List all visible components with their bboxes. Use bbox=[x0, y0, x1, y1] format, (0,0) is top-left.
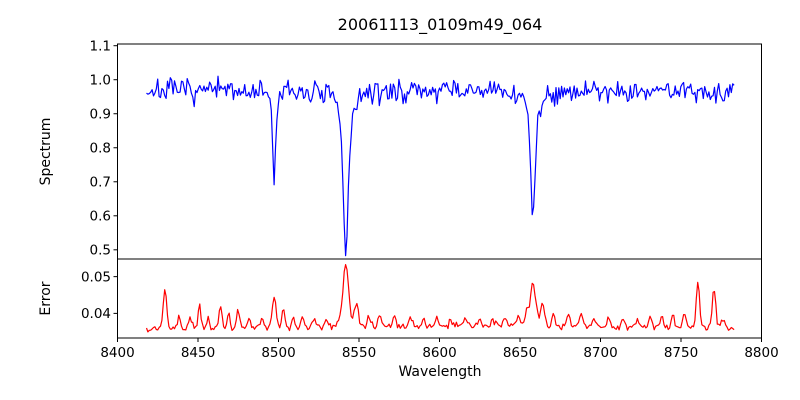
spectrum-y-tick-label: 0.8 bbox=[90, 141, 111, 157]
x-tick-label: 8400 bbox=[100, 345, 134, 361]
x-tick-label: 8550 bbox=[342, 345, 376, 361]
error-y-tick-label: 0.04 bbox=[81, 306, 111, 322]
x-tick-label: 8450 bbox=[181, 345, 215, 361]
x-axis-label: Wavelength bbox=[398, 364, 481, 380]
spectrum-y-tick-label: 1.0 bbox=[90, 73, 111, 89]
x-tick-label: 8800 bbox=[744, 345, 778, 361]
spectrum-line bbox=[146, 75, 735, 257]
x-tick-label: 8600 bbox=[422, 345, 456, 361]
spectrum-frame bbox=[117, 43, 762, 260]
x-tick-label: 8500 bbox=[261, 345, 295, 361]
spectrum-y-tick-label: 0.9 bbox=[90, 107, 111, 123]
y-axis-label-spectrum: Spectrum bbox=[38, 118, 54, 186]
x-tick-label: 8700 bbox=[583, 345, 617, 361]
spectrum-y-tick-label: 0.7 bbox=[90, 175, 111, 191]
x-tick-label: 8750 bbox=[664, 345, 698, 361]
spectrum-y-tick-label: 1.1 bbox=[90, 39, 111, 55]
chart-title: 20061113_0109m49_064 bbox=[338, 15, 543, 35]
y-axis-label-error: Error bbox=[38, 281, 54, 315]
spectrum-y-tick-label: 0.5 bbox=[90, 243, 111, 259]
error-line bbox=[145, 264, 735, 333]
plot-area: 0.5 0.6 0.7 0.8 0.9 1.0 1.1 0.04 0.05 8400 8450 850… bbox=[81, 39, 779, 361]
error-y-tick-label: 0.05 bbox=[81, 269, 111, 285]
spectrum-y-tick-label: 0.6 bbox=[90, 209, 111, 225]
x-tick-label: 8650 bbox=[503, 345, 537, 361]
